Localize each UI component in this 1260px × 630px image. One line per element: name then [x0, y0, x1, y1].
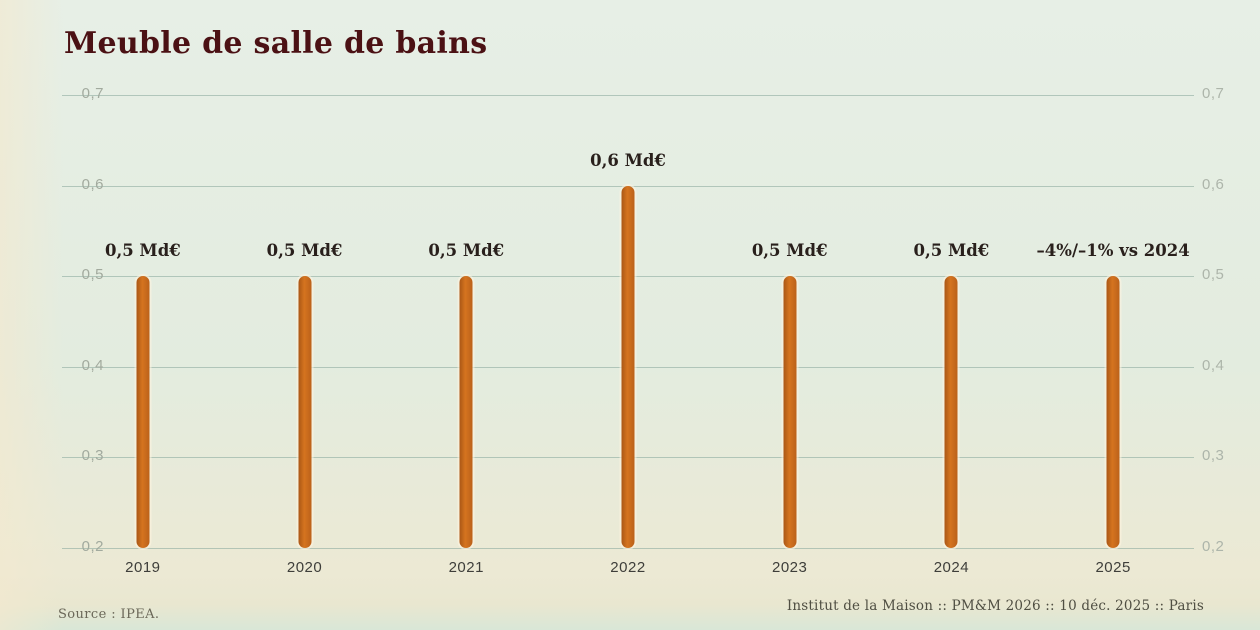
value-label-2020: 0,5 Md€ [266, 241, 343, 261]
source-note: Source : IPEA. [58, 607, 160, 622]
y-tick-label: 0,2 [81, 538, 104, 556]
bar-2020 [298, 276, 312, 548]
bar-column-2019: 0,5 Md€ 2019 [62, 95, 224, 576]
credits-note: Institut de la Maison :: PM&M 2026 :: 10… [786, 598, 1204, 614]
y-tick-label: 0,6 [1202, 175, 1225, 193]
y-tick-label: 0,3 [81, 447, 104, 465]
y-tick-label: 0,7 [1202, 85, 1225, 103]
bar-column-2022: 0,6 Md€ 2022 [547, 95, 709, 576]
value-label-2022: 0,6 Md€ [590, 150, 666, 170]
value-label-2019: 0,5 Md€ [104, 241, 181, 261]
y-tick-label: 0,4 [81, 356, 104, 374]
bar-2019 [136, 276, 150, 548]
bar-column-2024: 0,5 Md€ 2024 [871, 95, 1033, 576]
bar-column-2025: –4%/–1% vs 2024 2025 [1032, 95, 1194, 576]
y-tick-label: 0,7 [81, 85, 104, 103]
x-tick-label-2022: 2022 [610, 559, 646, 576]
y-tick-label: 0,5 [1202, 266, 1225, 284]
x-tick-label-2023: 2023 [772, 559, 808, 576]
y-axis-right: 0,7 0,6 0,5 0,4 0,3 0,2 [1202, 85, 1250, 555]
bar-2025 [1106, 276, 1120, 548]
bar-column-2023: 0,5 Md€ 2023 [709, 95, 871, 576]
x-tick-label-2021: 2021 [448, 559, 484, 576]
bar-column-2021: 0,5 Md€ 2021 [385, 95, 547, 576]
y-axis-left: 0,7 0,6 0,5 0,4 0,3 0,2 [8, 85, 104, 555]
y-tick-label: 0,4 [1202, 356, 1225, 374]
x-tick-label-2020: 2020 [286, 559, 323, 576]
x-tick-label-2019: 2019 [125, 559, 161, 576]
y-tick-label: 0,5 [81, 266, 104, 284]
value-label-2024: 0,5 Md€ [913, 241, 990, 261]
page-title: Meuble de salle de bains [64, 26, 488, 62]
bar-2023 [783, 276, 797, 548]
value-label-2023: 0,5 Md€ [751, 241, 828, 261]
x-tick-label-2025: 2025 [1095, 559, 1131, 576]
bar-2021 [459, 276, 473, 548]
gridline-0,7 [62, 95, 1194, 96]
plot-area: 0,5 Md€ 2019 0,5 Md€ 2020 0,5 Md€ 2021 0,6 Md€… [62, 95, 1194, 576]
y-tick-label: 0,6 [81, 175, 104, 193]
gridline-0,2 [62, 548, 1194, 549]
value-label-2025: –4%/–1% vs 2024 [1036, 241, 1190, 261]
y-tick-label: 0,2 [1202, 538, 1225, 556]
value-label-2021: 0,5 Md€ [428, 241, 505, 261]
bar-2022 [621, 185, 635, 548]
bar-2024 [944, 276, 958, 548]
x-tick-label-2024: 2024 [933, 559, 970, 576]
y-tick-label: 0,3 [1202, 447, 1225, 465]
bar-column-2020: 0,5 Md€ 2020 [224, 95, 386, 576]
